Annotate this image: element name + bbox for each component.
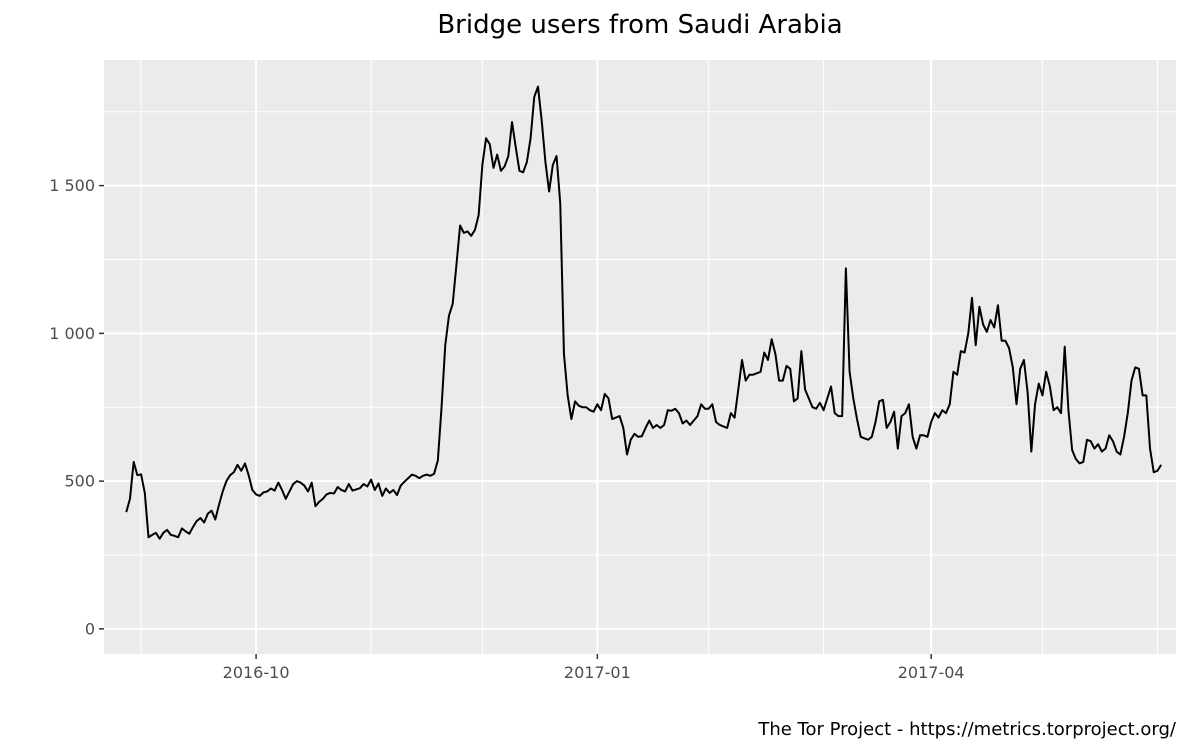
minor-gridlines	[104, 60, 1176, 654]
x-tick-label: 2016-10	[223, 663, 290, 682]
x-tick-label: 2017-04	[898, 663, 965, 682]
chart-caption: The Tor Project - https://metrics.torpro…	[757, 719, 1177, 740]
y-tick-label: 1 000	[49, 324, 95, 343]
series-line-bridge-users	[125, 85, 1163, 540]
y-axis-labels: 0 500 1 000 1 500	[49, 176, 95, 638]
plot-panel	[104, 60, 1176, 654]
x-tick-label: 2017-01	[564, 663, 631, 682]
major-gridlines	[104, 60, 1176, 654]
y-tick-label: 1 500	[49, 176, 95, 195]
x-axis-labels: 2016-10 2017-01 2017-04	[223, 663, 965, 682]
chart-title: Bridge users from Saudi Arabia	[437, 10, 842, 40]
y-tick-label: 500	[64, 472, 95, 491]
y-tick-label: 0	[85, 619, 95, 638]
axis-ticks	[99, 184, 932, 659]
